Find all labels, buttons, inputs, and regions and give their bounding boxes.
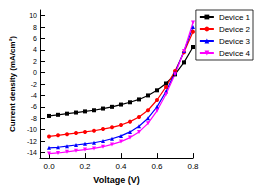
svg-text:-4: -4: [31, 92, 37, 99]
svg-text:-12: -12: [27, 138, 37, 145]
svg-text:0.8: 0.8: [187, 162, 199, 171]
svg-text:Current density (mA/cm²): Current density (mA/cm²): [8, 36, 17, 132]
svg-text:0.0: 0.0: [43, 162, 55, 171]
svg-text:8: 8: [33, 24, 37, 31]
svg-text:-14: -14: [27, 149, 37, 156]
svg-text:0.2: 0.2: [79, 162, 91, 171]
svg-text:6: 6: [33, 35, 37, 42]
svg-text:Device 1: Device 1: [219, 13, 251, 22]
svg-text:0.6: 0.6: [151, 162, 163, 171]
svg-text:-8: -8: [31, 115, 37, 122]
svg-text:-2: -2: [31, 81, 37, 88]
svg-text:Voltage (V): Voltage (V): [93, 175, 139, 185]
svg-text:10: 10: [29, 12, 37, 19]
svg-text:0.4: 0.4: [115, 162, 127, 171]
svg-text:0: 0: [33, 69, 37, 76]
svg-text:2: 2: [33, 58, 37, 65]
svg-text:4: 4: [33, 46, 37, 53]
svg-text:-6: -6: [31, 103, 37, 110]
svg-text:Device 4: Device 4: [219, 49, 251, 58]
svg-text:Device 3: Device 3: [219, 37, 251, 46]
svg-text:Device 2: Device 2: [219, 25, 251, 34]
svg-text:-10: -10: [27, 126, 37, 133]
